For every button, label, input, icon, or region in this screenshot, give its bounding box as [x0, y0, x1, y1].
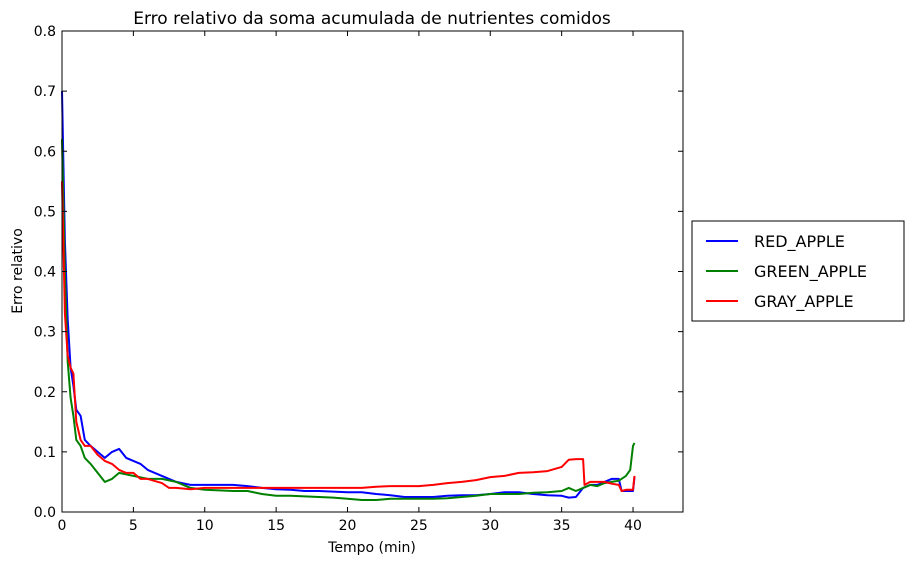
x-axis-label: Tempo (min)	[327, 540, 416, 556]
x-tick-label: 35	[553, 518, 571, 534]
x-tick-label: 20	[339, 518, 357, 534]
legend-label: GREEN_APPLE	[754, 262, 867, 282]
y-axis-label: Erro relativo	[10, 228, 26, 314]
y-tick-label: 0.4	[34, 265, 56, 281]
y-tick-label: 0.5	[34, 204, 56, 220]
y-tick-label: 0.2	[34, 385, 56, 401]
series-line-green-apple	[61, 139, 636, 501]
chart-title: Erro relativo da soma acumulada de nutri…	[133, 9, 611, 29]
legend-label: RED_APPLE	[754, 232, 845, 252]
y-tick-label: 0.0	[34, 505, 56, 521]
x-tick-label: 40	[624, 518, 642, 534]
series-line-red-apple	[61, 91, 636, 499]
legend-label: GRAY_APPLE	[754, 292, 854, 312]
y-tick-label: 0.3	[34, 325, 56, 341]
y-tick-label: 0.8	[34, 24, 56, 40]
plot-area-frame	[61, 30, 684, 513]
x-tick-label: 15	[267, 518, 285, 534]
series-layer	[61, 91, 636, 501]
y-tick-label: 0.1	[34, 445, 56, 461]
x-tick-label: 5	[129, 518, 138, 534]
x-tick-label: 25	[410, 518, 428, 534]
x-tick-label: 0	[58, 518, 67, 534]
y-tick-label: 0.6	[34, 144, 56, 160]
x-tick-label: 10	[196, 518, 214, 534]
x-tick-label: 30	[481, 518, 499, 534]
axis-ticks: 0 5 10 15 20 25 30 35 40 0.0 0.1 0.2 0.3 0.4 0.5 0.6 0.7…	[34, 24, 683, 534]
y-tick-label: 0.7	[34, 84, 56, 100]
legend: RED_APPLE GREEN_APPLE GRAY_APPLE	[691, 220, 905, 322]
series-line-gray-apple	[61, 181, 636, 492]
